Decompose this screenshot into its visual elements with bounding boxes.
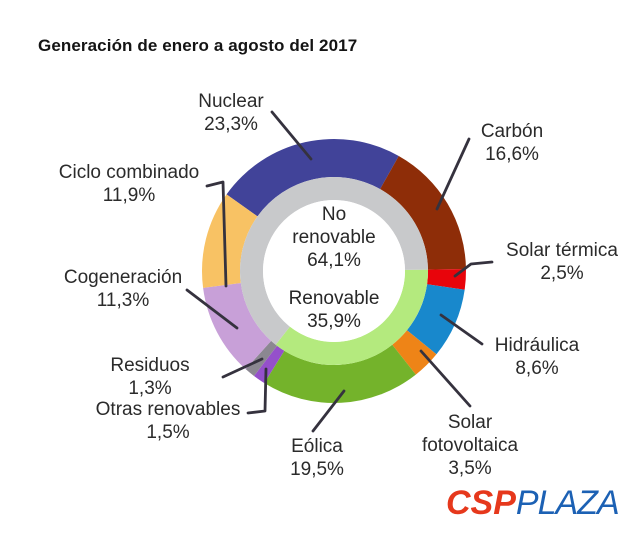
leader-line-solar-termica (453, 260, 494, 278)
leader-line-cogeneracion (185, 288, 239, 330)
leader-line-hidraulica (439, 313, 484, 346)
label-residuos: Residuos 1,3% (90, 354, 210, 400)
center-label-no-renovable-pct: 64,1% (307, 250, 361, 271)
leader-line-residuos (221, 357, 264, 379)
label-hidraulica: Hidráulica 8,6% (472, 334, 602, 380)
label-eolica-pct: 19,5% (290, 459, 344, 480)
segment-otras-renovables (254, 345, 285, 384)
label-eolica: Eólica 19,5% (262, 435, 372, 481)
center-label-renovable-name: Renovable (288, 288, 380, 309)
center-label-no-renovable: No renovable 64,1% (284, 203, 384, 272)
center-label-renovable: Renovable 35,9% (279, 287, 389, 333)
label-cogeneracion-pct: 11,3% (96, 290, 150, 311)
label-cogeneracion: Cogeneración 11,3% (40, 266, 206, 312)
label-otras-renovables: Otras renovables 1,5% (57, 398, 279, 444)
center-label-renovable-pct: 35,9% (307, 311, 361, 332)
csp-plaza-logo: CSPPLAZA (446, 484, 620, 522)
label-solar-fotovoltaica-name: Solar fotovoltaica (421, 412, 519, 456)
center-label-no-renovable-name: No renovable (292, 204, 376, 248)
leader-line-ciclo-combinado (205, 180, 228, 288)
label-solar-termica-pct: 2,5% (540, 263, 584, 284)
label-solar-termica: Solar térmica 2,5% (488, 239, 636, 285)
label-carbon-pct: 16,6% (485, 144, 539, 165)
label-solar-termica-name: Solar térmica (506, 240, 618, 261)
label-ciclo-combinado-pct: 11,9% (102, 185, 156, 206)
donut-center (263, 200, 405, 342)
segment-hidraulica (406, 284, 465, 355)
segment-cogeneracion (203, 283, 272, 370)
inner-segment-renovable (275, 269, 429, 366)
label-cogeneracion-name: Cogeneración (63, 267, 183, 288)
segment-ciclo-combinado (201, 194, 258, 288)
label-carbon-name: Carbón (480, 121, 544, 142)
leader-line-carbon (435, 137, 471, 211)
segment-carbon (380, 155, 466, 270)
label-solar-fotovoltaica-pct: 3,5% (448, 458, 492, 479)
label-nuclear-name: Nuclear (198, 91, 264, 112)
label-otras-renovables-name: Otras renovables (95, 399, 241, 420)
leader-line-eolica (311, 389, 346, 433)
label-residuos-pct: 1,3% (128, 378, 172, 399)
label-otras-renovables-pct: 1,5% (146, 422, 190, 443)
leader-line-nuclear (270, 110, 313, 161)
label-ciclo-combinado-name: Ciclo combinado (58, 162, 200, 183)
logo-plaza-text: PLAZA (515, 484, 620, 522)
logo-csp-text: CSP (446, 484, 516, 522)
segment-solar-fotovoltaica (392, 330, 437, 375)
label-solar-fotovoltaica: Solar fotovoltaica 3,5% (402, 411, 538, 480)
chart-title: Generación de enero a agosto del 2017 (38, 36, 358, 55)
label-hidraulica-pct: 8,6% (515, 358, 559, 379)
label-carbon: Carbón 16,6% (450, 120, 574, 166)
segment-nuclear (226, 139, 399, 217)
label-nuclear: Nuclear 23,3% (166, 90, 296, 136)
label-eolica-name: Eólica (291, 436, 343, 457)
segment-eolica (264, 344, 416, 403)
label-residuos-name: Residuos (110, 355, 190, 376)
label-hidraulica-name: Hidráulica (494, 335, 580, 356)
leader-line-solar-fotovoltaica (419, 349, 472, 408)
leader-line-otras-renovables (246, 367, 268, 415)
label-nuclear-pct: 23,3% (204, 114, 258, 135)
label-ciclo-combinado: Ciclo combinado 11,9% (30, 161, 228, 207)
